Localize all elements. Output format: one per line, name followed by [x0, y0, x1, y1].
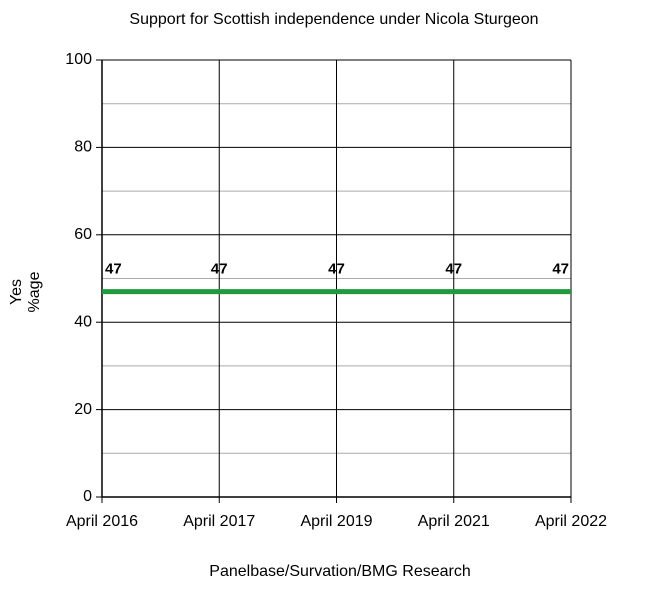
data-label: 47 — [552, 261, 569, 278]
data-label: 47 — [211, 261, 228, 278]
x-tick-label: April 2016 — [66, 513, 138, 530]
y-axis-label-line: Yes — [8, 279, 25, 305]
chart-title: Support for Scottish independence under … — [129, 11, 538, 28]
y-tick-label: 60 — [74, 226, 92, 243]
y-tick-label: 0 — [83, 488, 92, 505]
x-axis-label: Panelbase/Survation/BMG Research — [209, 563, 470, 580]
x-tick-label: April 2019 — [300, 513, 372, 530]
data-label: 47 — [105, 261, 122, 278]
x-tick-label: April 2017 — [183, 513, 255, 530]
y-tick-label: 100 — [65, 51, 92, 68]
data-label: 47 — [328, 261, 345, 278]
y-axis-label: Yes %age — [8, 271, 43, 312]
y-tick-label: 20 — [74, 401, 92, 418]
x-tick-label: April 2022 — [535, 513, 607, 530]
y-axis-label-line: %age — [26, 271, 43, 312]
data-label: 47 — [445, 261, 462, 278]
y-tick-label: 40 — [74, 313, 92, 330]
y-tick-label: 80 — [74, 139, 92, 156]
x-tick-label: April 2021 — [418, 513, 490, 530]
